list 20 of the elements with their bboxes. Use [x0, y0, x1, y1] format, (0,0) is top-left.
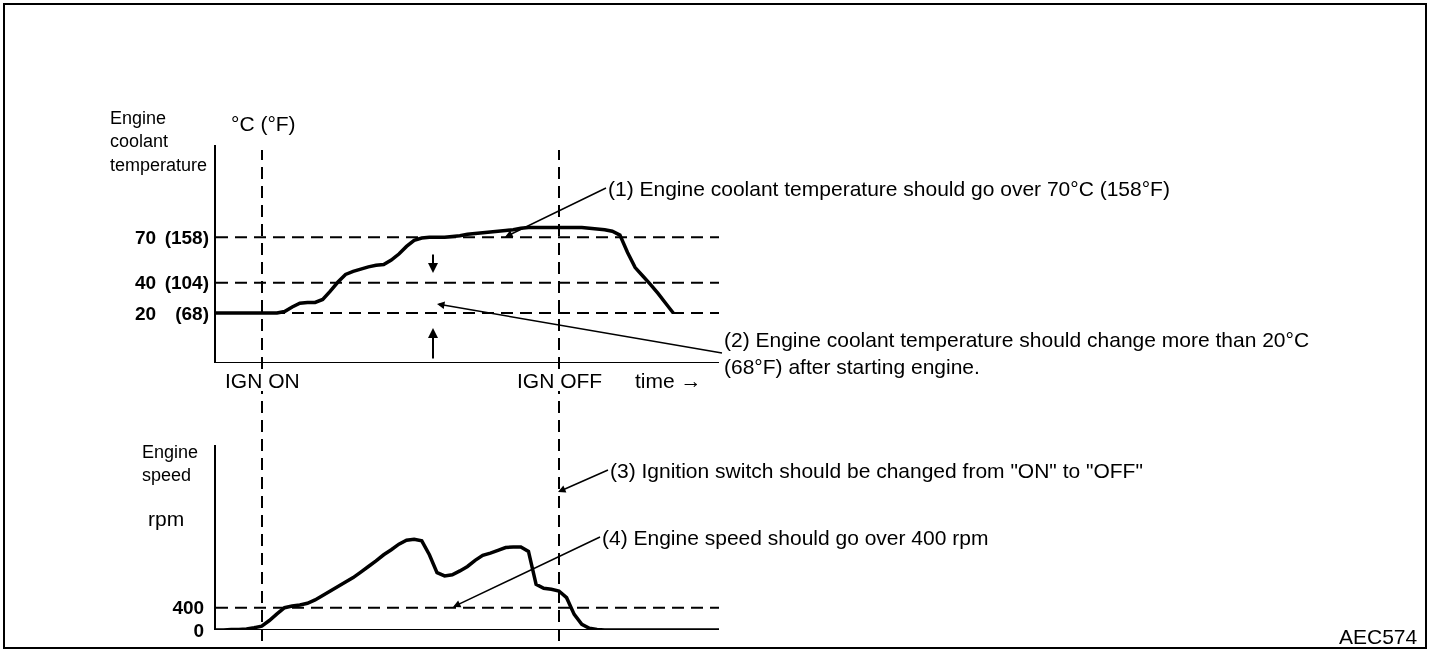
y-tick-label: 20 — [135, 302, 157, 324]
y-axis-title: Engine speed — [142, 442, 199, 486]
y-tick-label: 400 — [172, 597, 205, 619]
text: °C (°F) — [231, 112, 296, 135]
text: rpm — [148, 507, 185, 530]
y2-tick-label: (158) — [164, 227, 209, 248]
text: AEC574 — [1339, 625, 1418, 648]
x-axis-title: time → — [635, 369, 702, 392]
y-tick-label: 0 — [193, 619, 205, 641]
y2-tick-label: (68) — [175, 302, 209, 324]
y-tick-label: 70 — [135, 227, 157, 248]
annotation: (4) Engine speed should go over 400 rpm — [602, 526, 989, 549]
text: (2) Engine coolant temperature should change more than 20°C (68°F) after starting engine. — [724, 328, 1310, 379]
y2-tick-label: (104) — [164, 272, 209, 294]
text: IGN OFF — [517, 369, 603, 392]
y-tick-label: 40 — [135, 272, 157, 294]
y-axis-title: Engine coolant temperature — [110, 108, 208, 175]
text: IGN ON — [225, 369, 300, 392]
annotation: (1) Engine coolant temperature should go over 70°C (158°F) — [608, 177, 1170, 200]
annotation: (3) Ignition switch should be changed from "ON" to "OFF" — [610, 459, 1143, 482]
